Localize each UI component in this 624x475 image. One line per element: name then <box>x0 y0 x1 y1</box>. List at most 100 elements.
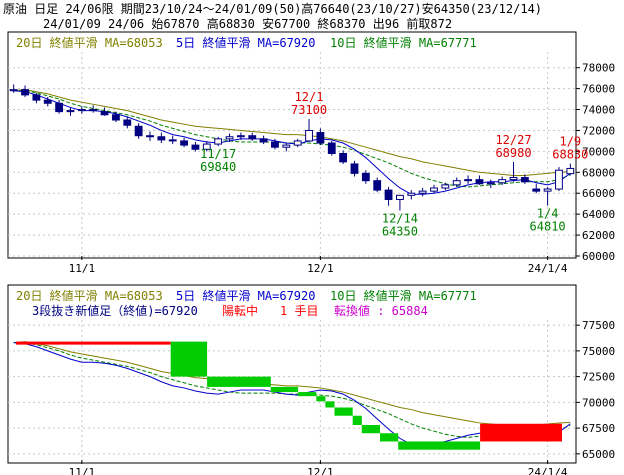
annotation-value: 64350 <box>382 224 418 238</box>
p1-ytick-label: 70000 <box>582 145 615 158</box>
candle-up <box>282 144 291 148</box>
new-price-bar-up <box>16 341 171 345</box>
annotation-date: 12/1 <box>295 90 324 104</box>
p1-ytick-label: 72000 <box>582 124 615 137</box>
candle-up <box>214 138 223 145</box>
candle-up <box>430 187 438 192</box>
candle-up <box>498 179 507 184</box>
panel1-legend-ma5: 5日 終値平滑 MA=67920 <box>176 35 315 50</box>
new-price-bar-down <box>298 392 317 397</box>
p2-ma5-line <box>13 342 571 446</box>
annotation-date: 12/27 <box>495 133 531 147</box>
candle-up <box>9 89 18 92</box>
candle-down <box>55 102 64 113</box>
new-price-bar-down <box>361 425 380 434</box>
candle-up <box>555 169 563 190</box>
header-line1: 原油 日足 24/06限 期間23/10/24～24/01/09(50)高766… <box>3 1 542 16</box>
new-price-bar-down <box>316 396 326 402</box>
p2-xtick-label: 11/1 <box>69 466 96 475</box>
panel2-info-label: 3段抜き新値足（終値)=67920 <box>32 303 198 318</box>
header-line2: 24/01/09 24/06 始67870 高68830 安67700 終683… <box>43 16 452 31</box>
p2-ytick-label: 65000 <box>582 448 615 461</box>
panel1-x-axis: 11/1 12/1 24/1/4 <box>69 256 568 275</box>
candle-down <box>350 163 359 174</box>
candle-down <box>384 189 393 201</box>
p1-xtick-label: 11/1 <box>69 262 96 275</box>
p1-ytick-label: 74000 <box>582 104 615 117</box>
new-price-bar-down <box>398 441 481 450</box>
candle-up <box>396 194 404 201</box>
candle-down <box>32 94 41 101</box>
candle-up <box>305 129 313 142</box>
new-price-bar-down <box>207 376 271 387</box>
panel1-legend-ma10: 10日 終値平滑 MA=67771 <box>330 35 477 50</box>
p1-ytick-label: 78000 <box>582 62 615 75</box>
p1-ytick-label: 68000 <box>582 166 615 179</box>
new-price-bar-down <box>325 401 335 408</box>
p2-ma10-line <box>13 342 571 438</box>
panel2-y-axis: 77500 75000 72500 70000 67500 65000 <box>576 319 615 461</box>
candle-down <box>100 111 109 116</box>
annotation-value: 69840 <box>200 160 236 174</box>
candle-down <box>361 172 370 182</box>
annotation-date: 11/17 <box>200 147 236 161</box>
candle-down <box>327 142 336 154</box>
annotation-value: 64810 <box>530 220 566 234</box>
p2-xtick-label: 12/1 <box>307 466 334 475</box>
p1-ytick-label: 76000 <box>582 83 615 96</box>
p2-ytick-label: 77500 <box>582 319 615 332</box>
panel2-x-axis: 11/1 12/1 24/1/4 <box>69 460 568 475</box>
candle-up <box>407 192 416 196</box>
candle-up <box>509 177 518 181</box>
p2-ytick-label: 67500 <box>582 422 615 435</box>
panel1-frame <box>7 31 577 259</box>
candle-up <box>441 184 450 189</box>
p1-ytick-label: 62000 <box>582 229 615 242</box>
candle-up <box>66 110 75 113</box>
candle-down <box>157 136 166 141</box>
candle-down <box>520 177 529 183</box>
annotation-date: 1/9 <box>559 135 581 149</box>
new-price-bar-down <box>334 407 353 416</box>
candle-down <box>21 89 29 96</box>
p1-xtick-label: 12/1 <box>307 262 334 275</box>
p1-ma10-line <box>13 90 571 188</box>
panel2-info-status: 陽転中 <box>222 303 258 318</box>
panel2-legend-ma10: 10日 終値平滑 MA=67771 <box>330 288 477 303</box>
p2-xtick-label: 24/1/4 <box>528 466 568 475</box>
candle-up <box>77 109 86 112</box>
candle-down <box>271 141 279 148</box>
p2-ma20-line <box>13 341 571 427</box>
candle-up <box>464 179 472 182</box>
new-price-bar-down <box>352 415 362 425</box>
candle-down <box>259 138 268 143</box>
new-price-bar-up <box>480 423 562 442</box>
candle-down <box>43 99 52 104</box>
new-price-bar-down <box>380 433 399 442</box>
candle-down <box>532 188 541 192</box>
candle-down <box>316 132 325 144</box>
p2-ytick-label: 70000 <box>582 396 615 409</box>
panel1-y-axis: 78000 76000 74000 72000 70000 68000 66000 64000… <box>576 62 615 263</box>
candle-down <box>339 152 348 163</box>
new-price-bar-down <box>170 341 208 377</box>
candle-down <box>180 140 188 146</box>
panel2-legend-ma20: 20日 終値平滑 MA=68053 <box>16 288 163 303</box>
candle-up <box>486 182 495 185</box>
candle-down <box>134 125 143 137</box>
p1-ytick-label: 60000 <box>582 250 615 263</box>
candle-up <box>236 135 245 138</box>
p1-ma20-line <box>13 89 571 176</box>
candle-down <box>123 119 132 126</box>
p1-ytick-label: 64000 <box>582 208 615 221</box>
candle-up <box>293 140 302 146</box>
candle-down <box>146 135 154 138</box>
annotation-value: 68830 <box>552 148 588 162</box>
panel2-new-price-bars <box>16 341 562 450</box>
panel2-frame <box>7 284 577 464</box>
candle-up <box>566 167 575 175</box>
annotation-date: 12/14 <box>382 211 418 225</box>
candle-up <box>452 180 461 186</box>
